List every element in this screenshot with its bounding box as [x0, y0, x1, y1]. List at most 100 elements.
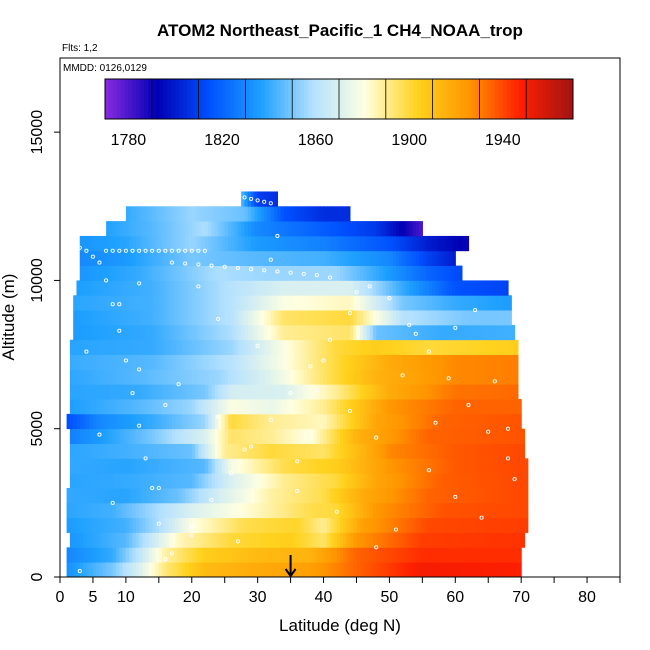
curtain-cell	[267, 532, 272, 548]
colorbar-cell	[522, 79, 527, 119]
colorbar-tick-label: 1940	[485, 132, 521, 149]
curtain-cell	[89, 384, 94, 400]
curtain-cell	[135, 488, 140, 504]
curtain-cell	[201, 384, 206, 400]
curtain-cell	[274, 235, 279, 252]
curtain-cell	[494, 339, 499, 355]
curtain-cell	[237, 354, 242, 370]
curtain-cell	[409, 488, 414, 504]
curtain-cell	[274, 443, 279, 459]
curtain-cell	[89, 488, 94, 504]
curtain-cell	[346, 280, 351, 296]
curtain-cell	[353, 473, 358, 489]
curtain-cell	[145, 206, 150, 222]
curtain-cell	[129, 339, 134, 355]
curtain-cell	[89, 517, 94, 533]
curtain-cell	[119, 354, 124, 370]
curtain-cell	[119, 517, 124, 533]
curtain-cell	[359, 339, 364, 355]
curtain-cell	[251, 502, 255, 519]
curtain-cell	[432, 265, 437, 281]
curtain-cell	[221, 502, 226, 519]
curtain-cell	[356, 517, 361, 533]
curtain-cell	[461, 547, 466, 563]
curtain-cell	[277, 369, 282, 385]
curtain-cell	[274, 502, 279, 519]
curtain-cell	[231, 235, 236, 252]
curtain-cell	[254, 428, 259, 444]
colorbar-cell	[514, 79, 519, 119]
curtain-cell	[109, 488, 114, 504]
curtain-cell	[251, 532, 255, 548]
curtain-cell	[290, 324, 295, 341]
curtain-cell	[122, 532, 127, 548]
curtain-cell	[112, 310, 117, 326]
curtain-cell	[336, 369, 341, 385]
curtain-cell	[300, 221, 305, 237]
curtain-cell	[452, 473, 456, 489]
sample-point	[262, 199, 267, 204]
curtain-cell	[116, 354, 120, 370]
curtain-cell	[119, 235, 124, 252]
curtain-cell	[79, 428, 84, 444]
curtain-cell	[508, 443, 512, 459]
curtain-cell	[267, 324, 272, 341]
curtain-cell	[415, 473, 420, 489]
curtain-cell	[415, 310, 420, 326]
curtain-cell	[221, 443, 226, 459]
curtain-cell	[257, 206, 262, 222]
curtain-cell	[402, 562, 407, 578]
curtain-cell	[293, 443, 298, 459]
curtain-cell	[481, 384, 486, 400]
colorbar-cell	[557, 79, 562, 119]
curtain-cell	[320, 310, 325, 326]
curtain-cell	[125, 547, 130, 563]
curtain-cell	[389, 488, 394, 504]
curtain-cell	[214, 502, 219, 519]
curtain-cell	[254, 488, 259, 504]
curtain-cell	[241, 532, 246, 548]
curtain-cell	[79, 473, 84, 489]
curtain-cell	[300, 562, 305, 578]
curtain-cell	[135, 562, 140, 578]
curtain-cell	[349, 280, 354, 296]
curtain-cell	[442, 532, 447, 548]
curtain-cell	[353, 443, 358, 459]
curtain-cell	[135, 295, 140, 311]
curtain-cell	[465, 413, 470, 430]
curtain-cell	[386, 221, 391, 237]
curtain-cell	[425, 428, 430, 444]
curtain-cell	[494, 354, 499, 370]
curtain-cell	[396, 517, 400, 533]
curtain-cell	[224, 562, 229, 578]
curtain-cell	[264, 488, 269, 504]
curtain-cell	[142, 502, 147, 519]
curtain-cell	[237, 458, 242, 474]
curtain-cell	[195, 369, 199, 385]
curtain-cell	[307, 488, 311, 504]
curtain-cell	[468, 310, 473, 326]
curtain-cell	[412, 384, 417, 400]
curtain-cell	[181, 473, 186, 489]
curtain-cell	[498, 324, 503, 341]
curtain-cell	[155, 369, 160, 385]
curtain-cell	[333, 488, 338, 504]
curtain-cell	[214, 443, 219, 459]
curtain-cell	[521, 502, 526, 519]
curtain-cell	[195, 235, 199, 252]
curtain-cell	[204, 310, 209, 326]
curtain-cell	[524, 488, 529, 504]
curtain-cell	[211, 399, 216, 415]
curtain-cell	[458, 562, 463, 578]
curtain-cell	[231, 206, 236, 222]
sample-point	[486, 429, 491, 434]
colorbar-cell	[370, 79, 375, 119]
curtain-cell	[468, 458, 473, 474]
sample-point	[156, 248, 161, 253]
curtain-cell	[218, 458, 223, 474]
curtain-cell	[241, 488, 246, 504]
curtain-cell	[139, 324, 143, 341]
curtain-cell	[396, 221, 400, 237]
sample-point	[453, 325, 458, 330]
curtain-cell	[152, 443, 157, 459]
